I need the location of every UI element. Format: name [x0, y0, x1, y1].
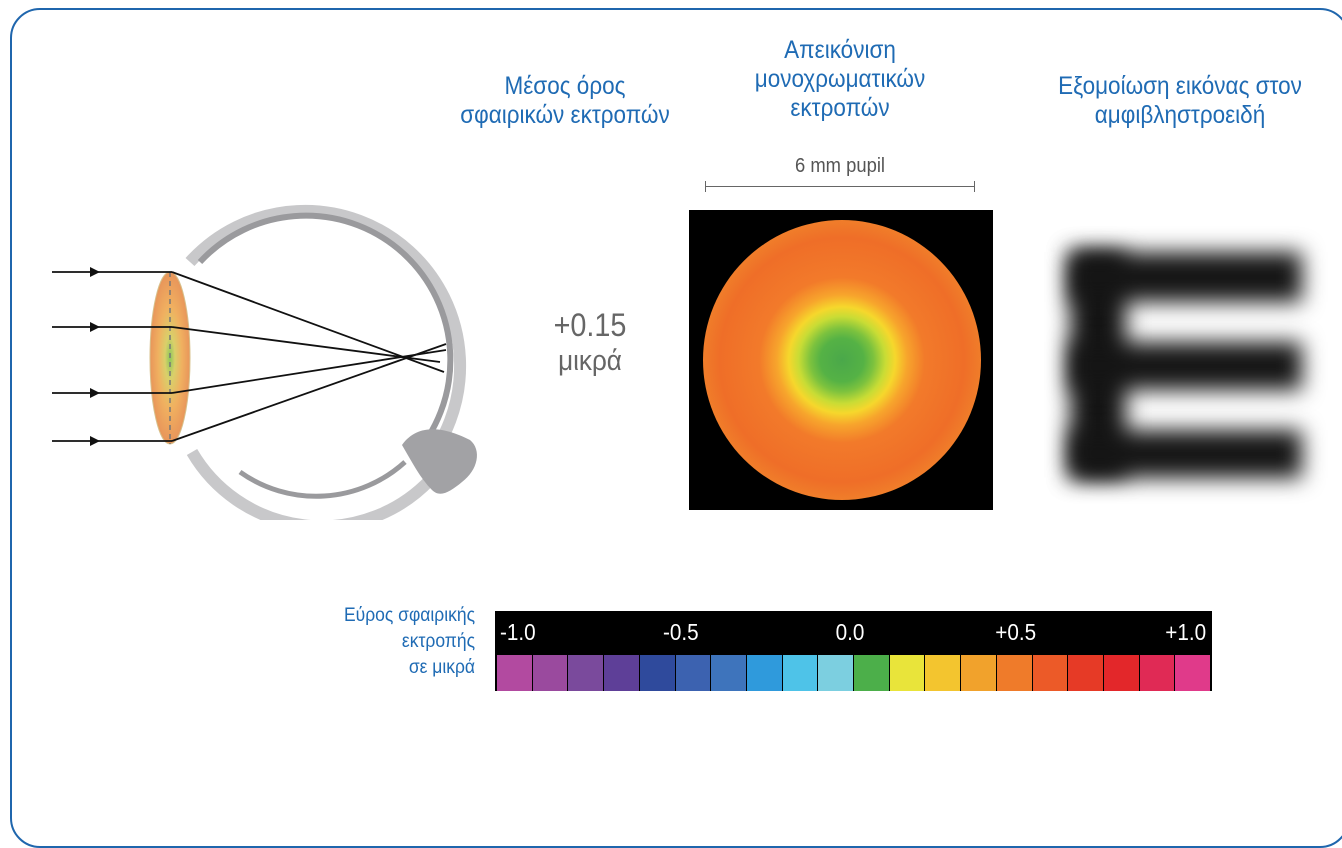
colorbar-swatch	[996, 655, 1032, 691]
colorbar-title: Εύρος σφαιρικής εκτροπής σε μικρά	[305, 603, 475, 681]
aberration-map-heading: Απεικόνιση μονοχρωματικών εκτροπών	[705, 36, 975, 123]
colorbar-swatch	[818, 655, 854, 691]
colorbar-swatch	[604, 655, 639, 691]
colorbar-tick-label: +0.5	[995, 619, 1037, 645]
colorbar-tick-label: +1.0	[1164, 619, 1206, 645]
colorbar-swatch	[961, 655, 996, 691]
pupil-size-label: 6 mm pupil	[795, 155, 885, 177]
letter-e-bottom-bar	[1070, 430, 1302, 478]
colorbar-swatch	[1068, 655, 1103, 691]
aberration-map-disc	[703, 220, 981, 500]
colorbar-swatch	[782, 655, 818, 691]
letter-e-top-bar	[1070, 252, 1302, 302]
colorbar-ticks: -1.0 -0.5 0.0 +0.5 +1.0	[495, 611, 1212, 651]
sclera	[185, 205, 467, 520]
optic-nerve	[402, 429, 477, 494]
retinal-image-simulation	[1030, 212, 1342, 512]
aberration-map	[689, 210, 993, 510]
colorbar-swatch	[925, 655, 961, 691]
mean-value-number: +0.15	[553, 307, 627, 343]
mean-aberration-heading: Μέσος όρος σφαιρικών εκτροπών	[435, 72, 696, 130]
letter-e-middle-bar	[1070, 342, 1302, 390]
colorbar-swatch	[746, 655, 782, 691]
colorbar-swatch	[497, 655, 532, 691]
colorbar-swatch	[1032, 655, 1068, 691]
colorbar-swatch	[675, 655, 711, 691]
colorbar-tick-label: -0.5	[662, 619, 699, 645]
retinal-simulation-heading: Εξομοίωση εικόνας στον αμφιβληστροειδή	[1009, 72, 1342, 130]
heading-line: Μέσος όρος	[504, 72, 626, 100]
heading-line: εκτροπών	[790, 94, 890, 122]
colorbar-title-line: σε μικρά	[408, 657, 475, 678]
heading-line: αμφιβληστροειδή	[1094, 101, 1266, 129]
colorbar-swatch	[532, 655, 568, 691]
colorbar-swatch	[889, 655, 925, 691]
ray-arrowheads	[90, 267, 100, 446]
pupil-scale-bar	[705, 181, 975, 192]
colorbar-swatches	[497, 655, 1211, 691]
mean-value-unit: μικρά	[558, 345, 622, 377]
colorbar-title-line: εκτροπής	[401, 631, 475, 652]
colorbar-swatch	[1103, 655, 1139, 691]
colorbar-swatch	[1175, 655, 1211, 691]
colorbar: -1.0 -0.5 0.0 +0.5 +1.0	[495, 611, 1212, 691]
eye-diagram	[52, 205, 477, 520]
heading-line: μονοχρωματικών	[754, 65, 926, 93]
colorbar-swatch	[711, 655, 746, 691]
heading-line: σφαιρικών εκτροπών	[460, 101, 670, 129]
colorbar-tick-label: 0.0	[835, 619, 865, 645]
colorbar-tick-label: -1.0	[499, 619, 536, 645]
light-rays	[52, 271, 447, 442]
colorbar-swatch	[639, 655, 675, 691]
heading-line: Απεικόνιση	[784, 36, 896, 64]
heading-line: Εξομοίωση εικόνας στον	[1058, 72, 1302, 100]
colorbar-swatch	[568, 655, 604, 691]
colorbar-swatch	[854, 655, 889, 691]
colorbar-title-line: Εύρος σφαιρικής	[344, 605, 475, 626]
colorbar-swatch	[1139, 655, 1175, 691]
